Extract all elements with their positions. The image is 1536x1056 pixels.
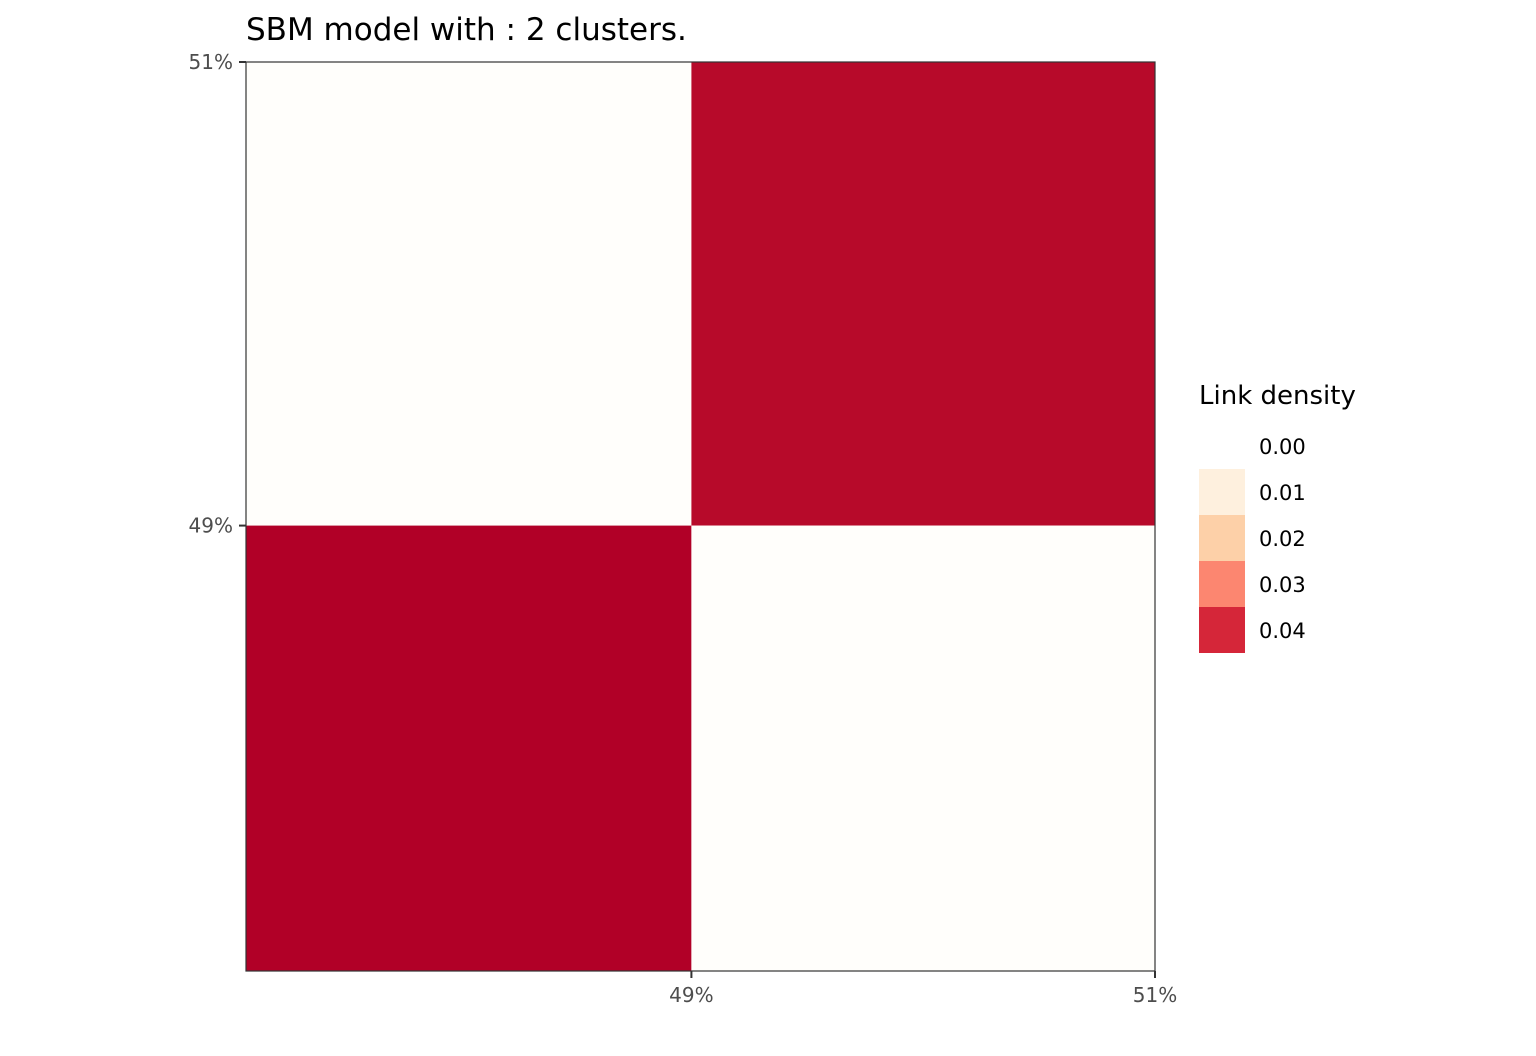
heatmap-cell-3 [691, 525, 1155, 971]
heatmap-cells [246, 62, 1155, 971]
legend: Link density 0.00 0.01 0.02 0.03 0.04 [1199, 381, 1356, 653]
legend-title: Link density [1199, 381, 1356, 411]
chart-title: SBM model with : 2 clusters. [246, 12, 687, 48]
legend-key-0 [1199, 423, 1245, 469]
legend-label-0: 0.00 [1259, 435, 1306, 459]
legend-label-1: 0.01 [1259, 481, 1306, 505]
legend-label-3: 0.03 [1259, 573, 1306, 597]
heatmap-cell-2 [246, 525, 692, 971]
x-tick-label-1: 51% [1133, 983, 1177, 1007]
legend-key-2 [1199, 515, 1245, 561]
legend-key-4 [1199, 607, 1245, 653]
legend-label-2: 0.02 [1259, 527, 1306, 551]
x-tick-label-0: 49% [669, 983, 713, 1007]
legend-label-4: 0.04 [1259, 619, 1306, 643]
panel-border [245, 61, 1156, 972]
heatmap-cell-0 [246, 62, 692, 526]
heatmap-cell-1 [691, 62, 1155, 526]
legend-key-1 [1199, 469, 1245, 515]
legend-key-3 [1199, 561, 1245, 607]
y-tick-label-1: 51% [189, 50, 233, 74]
y-tick-label-0: 49% [189, 514, 233, 538]
axes: 49% 51% 49% 51% [189, 50, 1178, 1007]
